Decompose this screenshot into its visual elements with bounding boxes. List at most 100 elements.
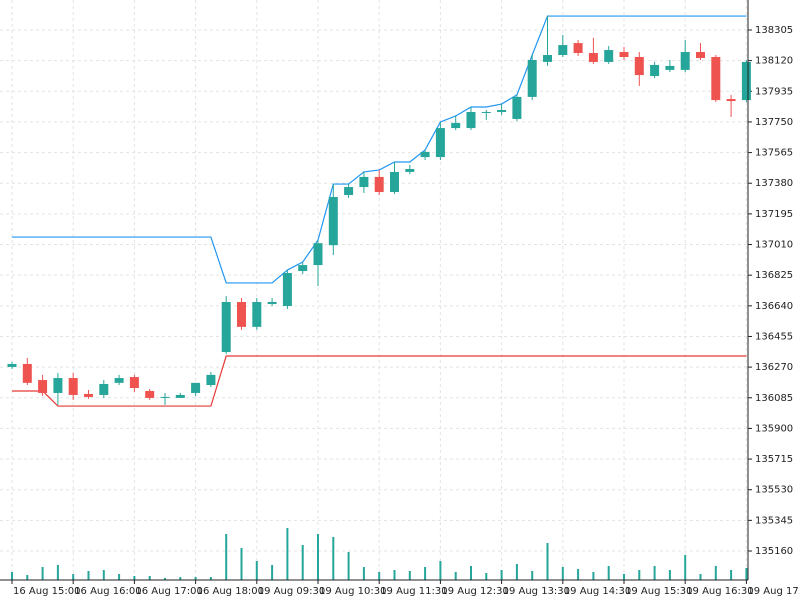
x-tick-label: 19 Aug 14:30 — [564, 586, 631, 597]
x-tick-label: 19 Aug 17:30 — [747, 586, 800, 597]
volume-bar — [638, 570, 641, 580]
y-tick-label: 135160 — [755, 546, 793, 557]
candle-body — [145, 390, 155, 398]
x-tick-label: 16 Aug 16:00 — [74, 586, 141, 597]
candle-body — [619, 52, 629, 57]
volume-bar — [133, 576, 136, 580]
volume-bar — [485, 573, 488, 580]
candle-body — [221, 302, 231, 353]
y-tick-label: 137935 — [755, 86, 793, 97]
candle-body — [252, 302, 262, 327]
candle-body — [53, 378, 63, 393]
candle-body — [206, 374, 216, 386]
candle-body — [344, 187, 354, 195]
y-tick-label: 136270 — [755, 362, 793, 373]
candle-body — [7, 363, 17, 367]
candle-body — [68, 378, 78, 395]
volume-bar — [286, 528, 289, 580]
candle-body — [741, 61, 751, 101]
candle-body — [420, 151, 430, 158]
candle-body — [435, 128, 445, 158]
volume-bar — [424, 567, 427, 580]
volume-bar — [118, 574, 121, 580]
volume-bar — [515, 564, 518, 580]
candle-body — [573, 43, 583, 54]
y-tick-label: 137195 — [755, 209, 793, 220]
y-tick-label: 138120 — [755, 56, 793, 67]
y-tick-label: 135345 — [755, 515, 793, 526]
x-tick-label: 19 Aug 11:30 — [380, 586, 447, 597]
volume-bar — [714, 566, 717, 580]
candle-body — [588, 53, 598, 62]
volume-bar — [72, 574, 75, 580]
lower-channel — [12, 355, 747, 407]
volume-bar — [87, 571, 90, 580]
candle-body — [634, 56, 644, 76]
candle-body — [527, 59, 537, 97]
candle-body — [497, 110, 507, 112]
volume-bar — [699, 574, 702, 580]
candle-body — [298, 265, 308, 272]
candle-body — [175, 394, 185, 398]
x-tick-label: 19 Aug 16:30 — [686, 586, 753, 597]
volume-bar — [11, 572, 13, 580]
volume-bar — [500, 570, 503, 580]
volume-bar — [531, 571, 534, 580]
y-tick-label: 137750 — [755, 117, 793, 128]
volume-bar — [179, 577, 182, 580]
volume-bar — [102, 570, 105, 580]
x-tick-label: 16 Aug 18:00 — [197, 586, 264, 597]
volume-bar — [301, 545, 304, 580]
candle-body — [711, 56, 721, 101]
volume-bar — [561, 567, 564, 580]
volume-bar — [439, 561, 442, 580]
x-tick-label: 19 Aug 09:30 — [258, 586, 325, 597]
candle-body — [726, 99, 736, 102]
volume-bar — [577, 569, 580, 580]
candle-body — [665, 65, 675, 70]
volume-bar — [240, 548, 243, 580]
candle-body — [543, 55, 552, 62]
y-tick-label: 136085 — [755, 393, 793, 404]
volume-bar — [347, 552, 350, 580]
y-tick-label: 136455 — [755, 331, 793, 342]
x-tick-label: 19 Aug 12:30 — [441, 586, 508, 597]
y-tick-label: 137380 — [755, 178, 793, 189]
volume-bar — [225, 534, 228, 580]
x-tick-label: 19 Aug 10:30 — [319, 586, 386, 597]
volume-bar — [653, 566, 656, 580]
volume-bar — [393, 570, 396, 580]
volume-bar — [148, 576, 151, 580]
candle-body — [160, 396, 170, 398]
candle-body — [84, 393, 93, 397]
x-tick-label: 19 Aug 13:30 — [503, 586, 570, 597]
candle-body — [405, 168, 415, 172]
candle-body — [267, 302, 277, 304]
volume-bar — [745, 568, 748, 580]
volume-bar — [546, 543, 549, 580]
y-tick-label: 137565 — [755, 148, 793, 159]
volume-bar — [255, 561, 258, 580]
candle-body — [328, 196, 338, 246]
volume-bar — [684, 555, 687, 580]
candle-body — [512, 96, 522, 119]
candle-body — [481, 111, 491, 113]
candle-body — [374, 176, 384, 193]
candle-body — [680, 52, 690, 70]
volume-bar — [623, 574, 625, 580]
y-tick-label: 136825 — [755, 270, 793, 281]
volume-bar — [362, 567, 365, 580]
candle-body — [604, 50, 614, 62]
candle-body — [191, 382, 201, 393]
y-tick-label: 135530 — [755, 485, 793, 496]
y-tick-label: 135900 — [755, 423, 793, 434]
volume-bar — [454, 572, 457, 580]
y-tick-label: 135715 — [755, 454, 793, 465]
candle-body — [696, 52, 705, 58]
y-tick-label: 138305 — [755, 25, 793, 36]
volume-bar — [470, 566, 472, 580]
volume-bar — [164, 578, 166, 580]
volume-bar — [56, 565, 59, 580]
x-tick-label: 16 Aug 17:00 — [135, 586, 202, 597]
